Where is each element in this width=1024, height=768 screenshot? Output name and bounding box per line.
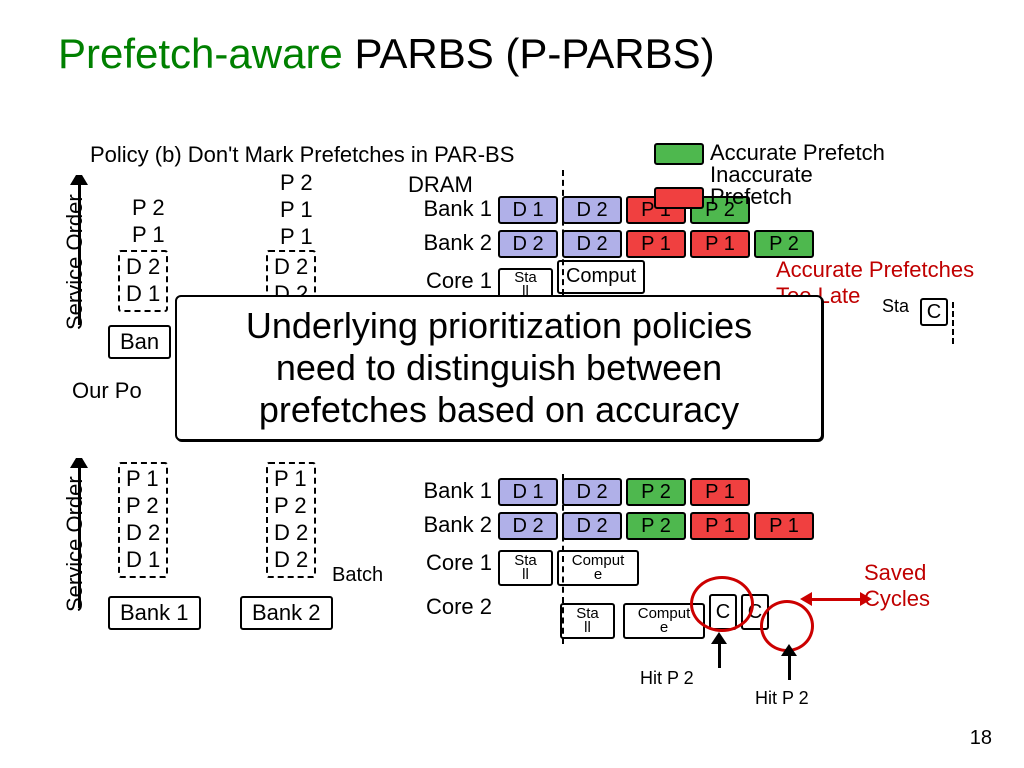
our-policy-label: Our Po (72, 378, 142, 404)
bank-item: D 2 (274, 520, 308, 547)
row-label: Bank 2 (408, 512, 498, 542)
arrow-up-icon (70, 175, 88, 325)
hit-p2-label-2: Hit P 2 (755, 688, 809, 709)
bank-item: P 2 (280, 170, 313, 197)
overlay-line3: prefetches based on accuracy (195, 389, 803, 431)
timeline-cell: Stall (498, 550, 553, 586)
bank-item: P 1 (274, 466, 308, 493)
timeline-cell: D 1 (498, 478, 558, 506)
bank1-button: Bank 1 (108, 596, 201, 630)
bank-item: P 1 (126, 466, 160, 493)
timeline-cell: D 2 (562, 512, 622, 540)
overlay-message: Underlying prioritization policies need … (175, 295, 823, 441)
bank-item: D 2 (126, 520, 160, 547)
legend-inaccurate: InaccuratePrefetch (654, 164, 813, 209)
overlay-line1: Underlying prioritization policies (195, 305, 803, 347)
timeline-cell: P 1 (690, 230, 750, 258)
timeline-cell: Stall (560, 603, 615, 639)
timeline-bank2-upper: Bank 2 D 2D 2P 1P 1P 2 (408, 230, 818, 260)
timeline-core1-lower: Core 1 StallCompute (408, 550, 643, 580)
saved-cycles-note: SavedCycles (864, 560, 930, 612)
title-suffix: PARBS (P-PARBS) (354, 30, 714, 77)
red-circle-lower (690, 576, 754, 632)
row-label: Core 1 (408, 268, 498, 294)
timeline-core1-upper: Core 1 StallComput (408, 266, 649, 296)
timeline-cell: Compute (557, 550, 639, 586)
bank-item: D 1 (126, 281, 160, 308)
timeline-cell: P 2 (626, 478, 686, 506)
arrow-up-icon (781, 644, 797, 656)
batch-label: Batch (332, 564, 383, 587)
vertical-divider (562, 170, 564, 295)
bank-item: P 2 (274, 493, 308, 520)
bank-batch-lower-2: P 1 P 2 D 2 D 2 (266, 462, 316, 578)
timeline-cell: D 2 (562, 478, 622, 506)
vertical-divider (562, 474, 564, 644)
bank-col-1-upper: P 2 P 1 (132, 195, 165, 249)
bank-item: D 2 (126, 254, 160, 281)
timeline-cell: P 1 (626, 230, 686, 258)
bank2-button: Bank 2 (240, 596, 333, 630)
arrow-up-icon (70, 458, 88, 608)
bank-item: D 2 (274, 547, 308, 574)
bank-col-2-upper: P 2 P 1 P 1 (280, 170, 313, 251)
title-prefix: Prefetch-aware (58, 30, 354, 77)
bank-batch-box: D 2 D 1 (118, 250, 168, 312)
row-label: Bank 1 (408, 478, 498, 508)
row-label: Core 1 (408, 550, 498, 576)
timeline-bank1-lower: Bank 1 D 1D 2P 2P 1 (408, 478, 754, 508)
page-number: 18 (970, 727, 992, 750)
saved-arrow-line (810, 598, 862, 601)
bank-item: P 1 (280, 197, 313, 224)
timeline-cell: D 2 (562, 196, 622, 224)
timeline-cell: P 1 (690, 478, 750, 506)
swatch-green (654, 143, 704, 165)
arrow-up-icon (711, 632, 727, 644)
bank-item: P 2 (132, 195, 165, 222)
bank-item: D 2 (274, 254, 308, 281)
legend-inacc-line1: InaccuratePrefetch (710, 164, 813, 208)
bank-item: P 1 (280, 224, 313, 251)
timeline-cell: D 2 (498, 230, 558, 258)
timeline-cell: D 1 (498, 196, 558, 224)
timeline-cell: Comput (557, 260, 645, 294)
arrow-right-icon (860, 592, 872, 606)
vertical-divider (952, 302, 954, 344)
timeline-cell: P 2 (754, 230, 814, 258)
bank-item: P 1 (132, 222, 165, 249)
row-label: Core 2 (408, 594, 498, 620)
row-label: Bank 2 (408, 230, 498, 260)
timeline-cell: D 2 (562, 230, 622, 258)
bank-item: D 1 (126, 547, 160, 574)
c-box-upper: C (920, 298, 952, 328)
timeline-bank2-lower: Bank 2 D 2D 2P 2P 1P 1 (408, 512, 818, 542)
swatch-red (654, 187, 704, 209)
bank-item: P 2 (126, 493, 160, 520)
policy-b-label: Policy (b) Don't Mark Prefetches in PAR-… (90, 142, 514, 168)
page-title: Prefetch-aware PARBS (P-PARBS) (0, 0, 1024, 93)
dram-label: DRAM (408, 172, 473, 198)
timeline-cell: P 1 (690, 512, 750, 540)
row-label: Bank 1 (408, 196, 498, 226)
sta-fragment: Sta (882, 296, 909, 317)
timeline-cell: P 2 (626, 512, 686, 540)
overlay-line2: need to distinguish between (195, 347, 803, 389)
bank1-label: Ban (108, 325, 171, 359)
timeline-cell: C (920, 298, 948, 326)
bank-batch-lower-1: P 1 P 2 D 2 D 1 (118, 462, 168, 578)
timeline-cell: D 2 (498, 512, 558, 540)
timeline-cell: P 1 (754, 512, 814, 540)
hit-p2-label: Hit P 2 (640, 668, 694, 689)
